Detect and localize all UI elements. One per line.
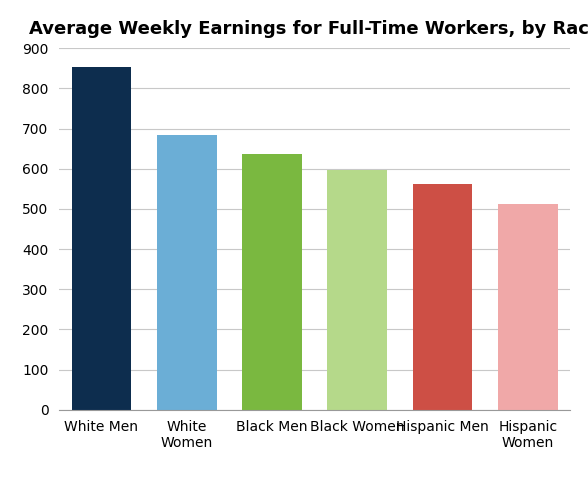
Bar [413, 184, 472, 410]
Bar [498, 204, 557, 410]
Bar [157, 135, 216, 410]
Title: Average Weekly Earnings for Full-Time Workers, by Race: Average Weekly Earnings for Full-Time Wo… [28, 20, 588, 38]
Bar [328, 170, 387, 410]
Bar [72, 67, 131, 410]
Bar [242, 154, 302, 410]
